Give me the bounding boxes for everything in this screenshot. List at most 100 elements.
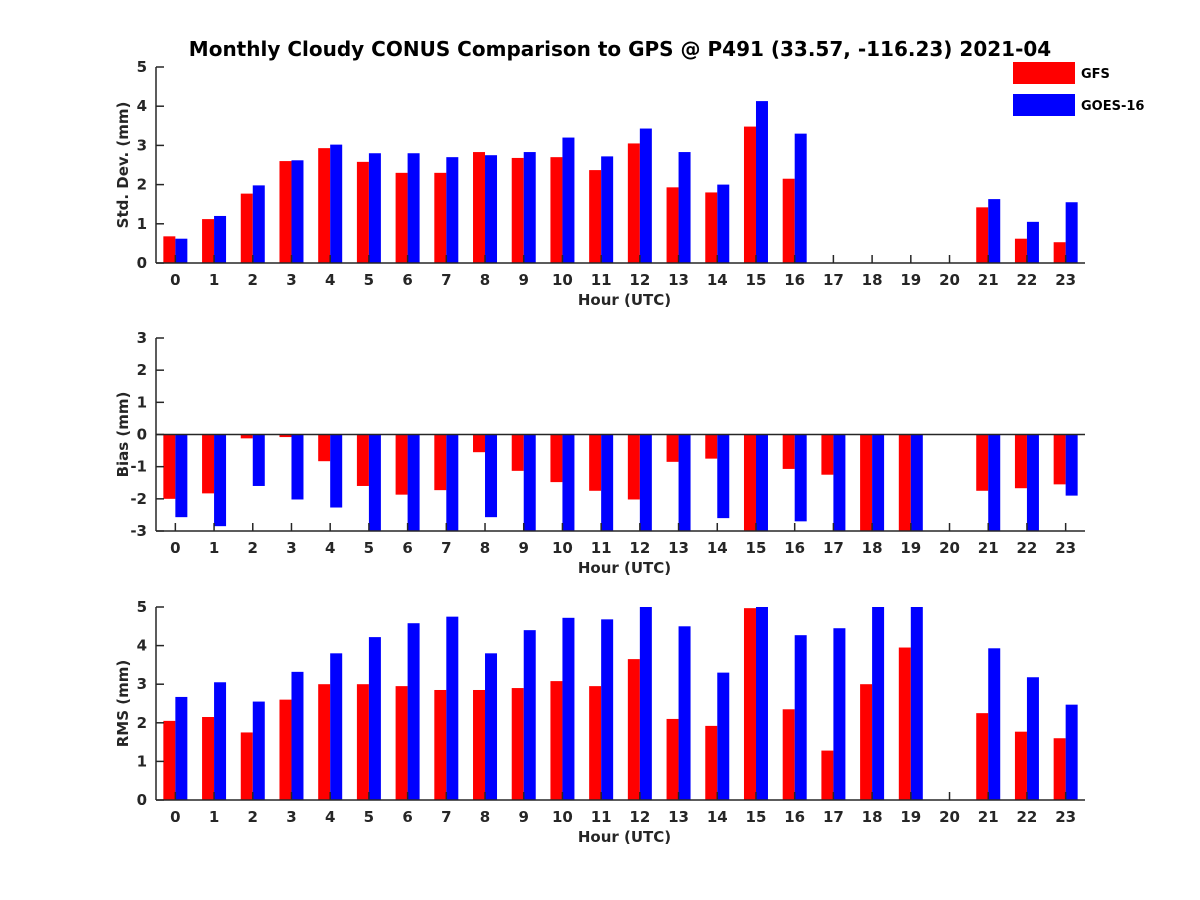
- rms-y-tick-label: 4: [137, 637, 147, 655]
- rms-bar-gfs-5: [356, 684, 369, 800]
- bias-x-tick-label: 1: [209, 539, 219, 557]
- rms-x-tick-label: 10: [552, 808, 573, 826]
- rms-y-axis-label: RMS (mm): [114, 660, 132, 747]
- bias-bar-goes16-0: [175, 434, 188, 518]
- bias-x-tick-label: 8: [480, 539, 490, 557]
- rms-bar-gfs-19: [898, 647, 911, 800]
- bias-bar-gfs-13: [666, 434, 679, 462]
- rms-bar-goes16-11: [601, 619, 614, 800]
- bias-x-tick-label: 19: [900, 539, 921, 557]
- rms-x-axis-label: Hour (UTC): [578, 828, 671, 846]
- rms-bar-goes16-13: [678, 626, 691, 800]
- stddev-bar-goes16-1: [214, 215, 227, 263]
- stddev-y-tick-label: 0: [137, 254, 147, 272]
- bias-x-tick-label: 6: [402, 539, 412, 557]
- bias-bar-gfs-18: [860, 434, 873, 531]
- rms-x-tick-label: 7: [441, 808, 451, 826]
- stddev-bar-gfs-1: [202, 219, 215, 263]
- rms-bar-goes16-3: [291, 671, 304, 800]
- rms-bar-gfs-22: [1014, 731, 1027, 800]
- rms-x-tick-label: 18: [862, 808, 883, 826]
- bias-y-tick-label: -1: [130, 458, 147, 476]
- bias-bar-goes16-21: [988, 434, 1001, 531]
- bias-bar-gfs-3: [279, 434, 292, 438]
- bias-bar-gfs-15: [743, 434, 756, 531]
- stddev-x-tick-label: 2: [248, 271, 258, 289]
- legend: GFS GOES-16: [1013, 62, 1144, 116]
- rms-x-tick-label: 3: [286, 808, 296, 826]
- bias-x-tick-label: 10: [552, 539, 573, 557]
- bias-bar-gfs-8: [473, 434, 486, 453]
- bias-x-tick-label: 5: [364, 539, 374, 557]
- rms-bar-gfs-0: [163, 720, 176, 800]
- bias-x-tick-label: 4: [325, 539, 335, 557]
- stddev-x-tick-label: 17: [823, 271, 844, 289]
- stddev-bar-goes16-3: [291, 160, 304, 263]
- stddev-bar-gfs-10: [550, 157, 563, 263]
- stddev-x-tick-label: 16: [784, 271, 805, 289]
- bias-x-tick-label: 2: [248, 539, 258, 557]
- stddev-bar-gfs-2: [240, 193, 253, 263]
- bias-bar-gfs-1: [202, 434, 215, 494]
- rms-bar-goes16-12: [639, 607, 652, 800]
- rms-x-tick-label: 11: [591, 808, 612, 826]
- stddev-x-tick-label: 5: [364, 271, 374, 289]
- bias-x-axis-label: Hour (UTC): [578, 559, 671, 577]
- stddev-x-tick-label: 13: [668, 271, 689, 289]
- stddev-bar-gfs-15: [743, 126, 756, 263]
- rms-bar-gfs-18: [860, 684, 873, 800]
- bias-bar-gfs-17: [821, 434, 834, 475]
- stddev-x-tick-label: 6: [402, 271, 412, 289]
- stddev-x-tick-label: 11: [591, 271, 612, 289]
- bias-bar-gfs-23: [1053, 434, 1066, 485]
- stddev-x-tick-label: 20: [939, 271, 960, 289]
- rms-bar-goes16-9: [523, 630, 536, 800]
- legend-swatch-goes16: [1013, 94, 1075, 116]
- rms-x-tick-label: 23: [1055, 808, 1076, 826]
- stddev-x-tick-label: 8: [480, 271, 490, 289]
- stddev-bar-gfs-6: [395, 172, 408, 263]
- bias-bar-goes16-8: [485, 434, 498, 518]
- bias-x-tick-label: 13: [668, 539, 689, 557]
- stddev-bar-goes16-8: [485, 155, 498, 263]
- rms-x-tick-label: 14: [707, 808, 728, 826]
- bias-x-tick-label: 23: [1055, 539, 1076, 557]
- rms-bar-goes16-16: [794, 635, 807, 800]
- rms-bar-goes16-23: [1065, 704, 1078, 800]
- stddev-x-tick-label: 7: [441, 271, 451, 289]
- stddev-bar-gfs-3: [279, 161, 292, 263]
- rms-bar-goes16-17: [833, 628, 846, 800]
- bias-x-tick-label: 12: [629, 539, 650, 557]
- rms-x-tick-label: 4: [325, 808, 335, 826]
- bias-bar-gfs-7: [434, 434, 447, 491]
- bias-bar-gfs-9: [511, 434, 524, 471]
- bias-bar-goes16-16: [794, 434, 807, 522]
- legend-label-gfs: GFS: [1081, 67, 1110, 82]
- stddev-bar-gfs-11: [589, 170, 602, 263]
- rms-bar-goes16-21: [988, 648, 1001, 800]
- bias-x-tick-label: 17: [823, 539, 844, 557]
- rms-bar-goes16-5: [368, 637, 381, 800]
- bias-bar-goes16-7: [446, 434, 459, 531]
- rms-bar-goes16-4: [330, 653, 343, 800]
- stddev-bar-goes16-6: [407, 153, 420, 263]
- bias-x-tick-label: 14: [707, 539, 728, 557]
- stddev-x-tick-label: 14: [707, 271, 728, 289]
- rms-x-tick-label: 15: [746, 808, 767, 826]
- rms-bar-gfs-10: [550, 681, 563, 800]
- bias-bar-gfs-4: [318, 434, 331, 462]
- stddev-bar-goes16-2: [252, 185, 265, 263]
- bias-bar-goes16-2: [252, 434, 265, 486]
- stddev-bar-goes16-4: [330, 144, 343, 263]
- bias-bar-goes16-11: [601, 434, 614, 531]
- bias-bar-goes16-10: [562, 434, 575, 531]
- bias-bar-gfs-5: [356, 434, 369, 486]
- rms-x-tick-label: 13: [668, 808, 689, 826]
- bias-y-tick-label: 0: [137, 426, 147, 444]
- rms-y-tick-label: 3: [137, 675, 147, 693]
- rms-bar-gfs-15: [743, 608, 756, 800]
- rms-bar-gfs-21: [976, 713, 989, 800]
- rms-bar-goes16-8: [485, 653, 498, 800]
- stddev-y-tick-label: 3: [137, 136, 147, 154]
